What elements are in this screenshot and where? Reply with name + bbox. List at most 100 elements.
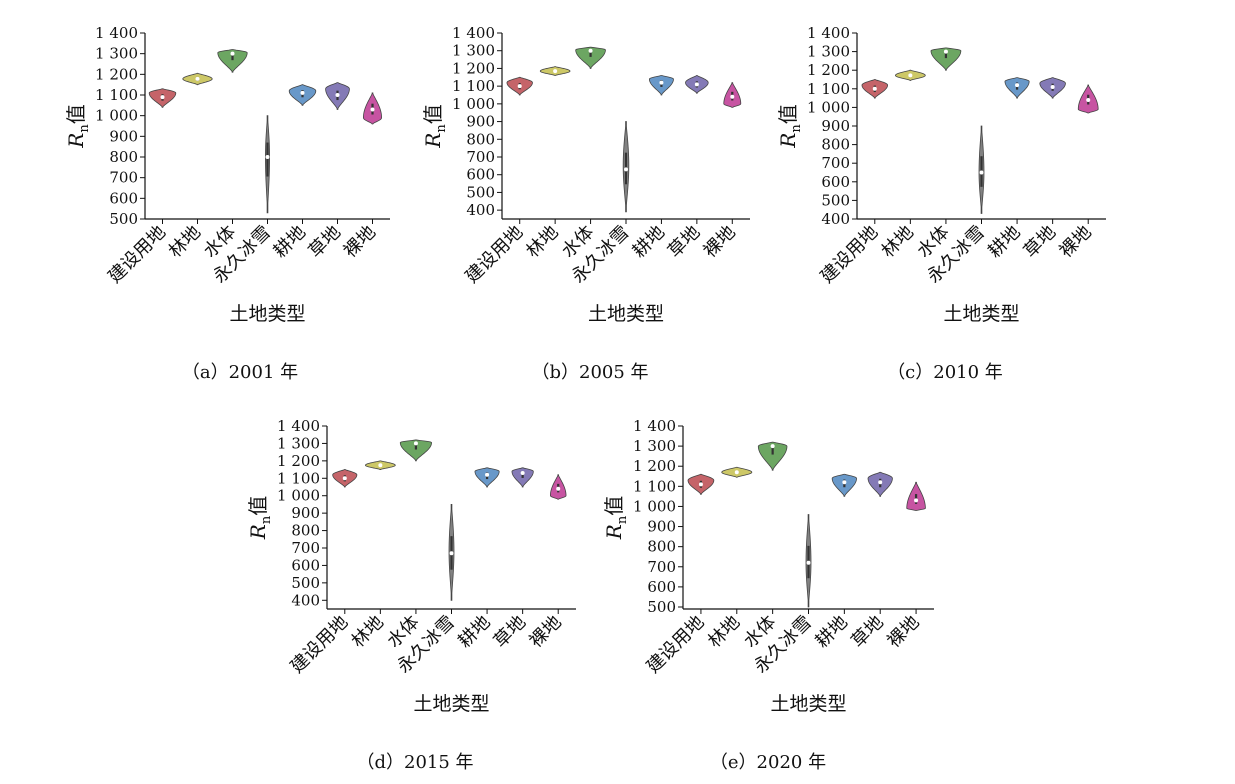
y-tick-label: 900 [466, 113, 495, 131]
x-category-label: 耕地 [454, 612, 494, 652]
y-tick-label: 1 200 [452, 59, 495, 77]
y-tick-label: 800 [466, 130, 495, 148]
x-category-label: 耕地 [812, 612, 852, 652]
violin-median-dot [300, 90, 305, 95]
x-category-label: 耕地 [984, 222, 1024, 262]
x-category-label: 草地 [1020, 222, 1060, 262]
violin-median-dot [806, 560, 811, 565]
x-category-label: 裸地 [883, 612, 923, 652]
panel-caption: （a）2001 年 [182, 362, 298, 383]
x-category-label: 草地 [305, 222, 345, 262]
violin-水体 [930, 47, 962, 71]
y-tick-label: 700 [291, 539, 320, 557]
violin-median-dot [770, 444, 775, 449]
y-axis-title: Rn值 [421, 104, 449, 148]
x-axis-title: 土地类型 [229, 303, 305, 325]
y-tick-label: 1 400 [277, 417, 320, 435]
y-tick-label: 1 000 [95, 107, 138, 125]
x-category-label: 裸地 [525, 612, 565, 652]
violin-median-dot [517, 84, 522, 89]
y-tick-label: 1 000 [633, 497, 676, 515]
violin-median-dot [908, 73, 913, 78]
violin-median-dot [378, 463, 383, 468]
violin-median-dot [842, 480, 847, 485]
violin-median-dot [979, 170, 984, 175]
y-tick-label: 1 300 [95, 45, 138, 63]
violin-median-dot [230, 51, 235, 56]
x-category-label: 林地 [348, 612, 388, 652]
y-tick-label: 600 [291, 556, 320, 574]
y-tick-label: 1 300 [633, 437, 676, 455]
panel-5: 500 600 700 800 900 1 000 1 100 1 200 1 300 1 400… [602, 417, 934, 773]
y-tick-label: 1 300 [452, 42, 495, 60]
violin-median-dot [1050, 84, 1055, 89]
y-axis-title-sub: n [615, 515, 630, 524]
y-tick-label: 500 [291, 574, 320, 592]
y-tick-label: 1 100 [95, 86, 138, 104]
y-axis-title-sub: n [259, 515, 274, 524]
x-category-label: 裸地 [1055, 222, 1095, 262]
x-category-label: 建设用地 [104, 222, 170, 288]
y-axis-title-tail: 值 [421, 104, 445, 124]
x-category-label: 草地 [847, 612, 887, 652]
x-category-label: 草地 [490, 612, 530, 652]
violin-median-dot [914, 498, 919, 503]
y-tick-label: 1 000 [452, 95, 495, 113]
y-tick-label: 700 [821, 154, 850, 172]
x-category-label: 裸地 [340, 222, 380, 262]
violin-median-dot [624, 167, 628, 172]
y-tick-label: 900 [291, 504, 320, 522]
violin-median-dot [556, 486, 561, 491]
x-category-label: 裸地 [700, 222, 740, 262]
y-axis-title-sub: n [77, 124, 92, 133]
y-tick-label: 1 200 [807, 61, 850, 79]
violin-median-dot [698, 482, 703, 487]
violin-median-dot [872, 86, 877, 91]
y-tick-label: 1 100 [452, 77, 495, 95]
x-axis-title: 土地类型 [588, 303, 664, 325]
y-axis-title: Rn值 [776, 104, 804, 148]
x-category-label: 林地 [704, 612, 744, 652]
x-category-label: 耕地 [629, 222, 669, 262]
violin-median-dot [734, 470, 739, 475]
violin-median-dot [553, 69, 558, 74]
violin-median-dot [195, 76, 200, 81]
y-tick-label: 600 [109, 189, 138, 207]
y-axis-title-sub: n [789, 124, 804, 133]
y-tick-label: 500 [109, 210, 138, 228]
y-tick-label: 1 100 [277, 469, 320, 487]
y-tick-label: 700 [109, 169, 138, 187]
y-tick-label: 900 [109, 127, 138, 145]
y-tick-label: 900 [821, 117, 850, 135]
x-category-label: 林地 [878, 222, 918, 262]
y-axis-title: Rn值 [64, 104, 92, 148]
violin-median-dot [694, 82, 699, 87]
panel-caption: （d）2015 年 [356, 752, 473, 773]
violin-水体 [217, 49, 248, 73]
y-tick-label: 800 [291, 522, 320, 540]
y-axis-title-tail: 值 [602, 496, 626, 516]
y-axis-title: Rn值 [246, 496, 274, 540]
y-tick-label: 800 [821, 136, 850, 154]
panel-caption: （b）2005 年 [531, 362, 648, 383]
x-category-label: 林地 [522, 222, 562, 262]
violin-median-dot [520, 471, 525, 476]
violin-median-dot [413, 441, 418, 446]
y-tick-label: 900 [647, 518, 676, 536]
y-tick-label: 1 000 [807, 98, 850, 116]
y-axis-title-main: R [421, 133, 445, 149]
y-tick-label: 1 300 [807, 43, 850, 61]
violin-median-dot [335, 93, 340, 97]
y-axis-title-tail: 值 [776, 104, 800, 124]
y-axis-title-main: R [64, 133, 88, 149]
y-axis-title-tail: 值 [64, 104, 88, 124]
violin-median-dot [730, 94, 735, 99]
y-tick-label: 600 [821, 173, 850, 191]
violin-median-dot [588, 48, 593, 53]
y-axis-title-main: R [602, 524, 626, 540]
y-tick-label: 1 100 [807, 80, 850, 98]
y-tick-label: 1 000 [277, 487, 320, 505]
y-tick-label: 1 200 [95, 65, 138, 83]
violin-水体 [399, 439, 432, 462]
